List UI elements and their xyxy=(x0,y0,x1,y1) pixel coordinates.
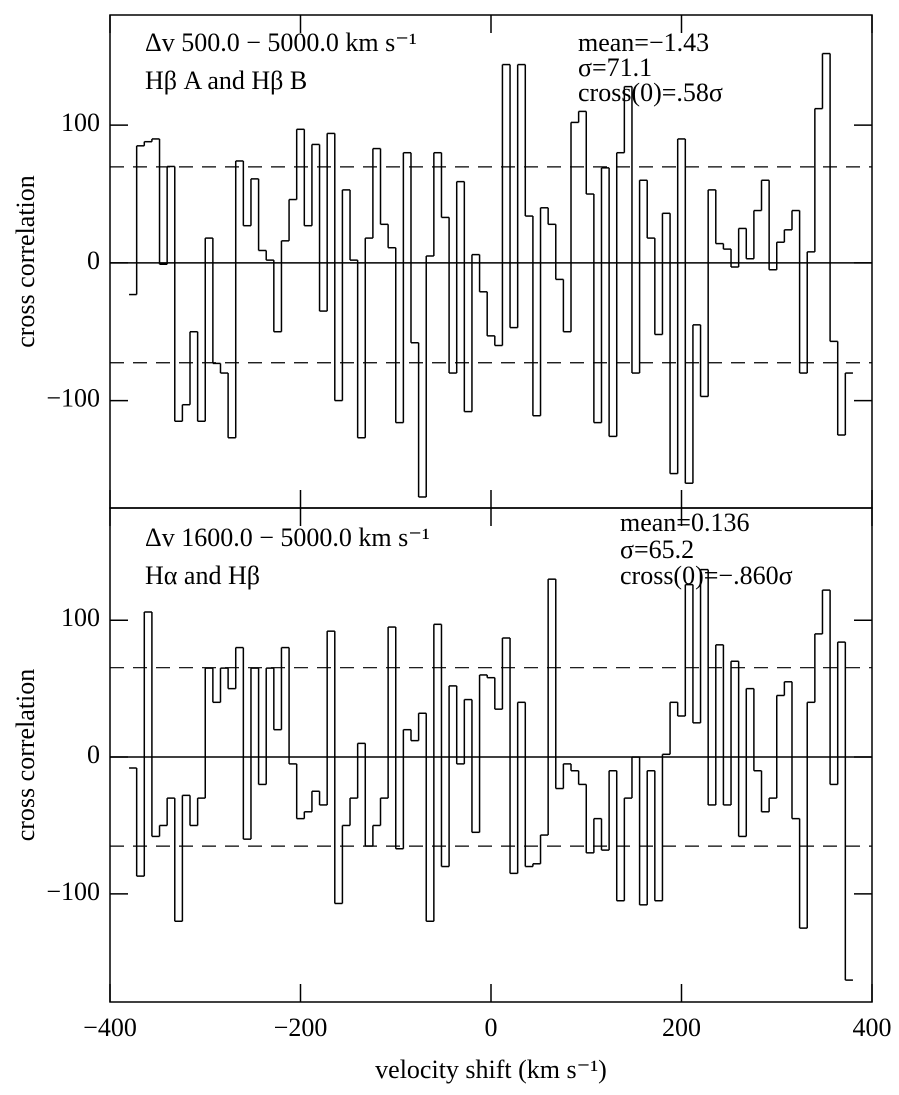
annotation: σ=65.2 xyxy=(620,535,694,564)
y-axis-label: cross correlation xyxy=(11,669,40,842)
annotation: Hα and Hβ xyxy=(145,561,260,590)
y-tick-label: 0 xyxy=(87,246,100,275)
x-axis-label: velocity shift (km s⁻¹) xyxy=(375,1055,607,1084)
x-tick-label: 400 xyxy=(853,1013,892,1042)
annotation: mean=0.136 xyxy=(620,508,749,537)
y-axis-label: cross correlation xyxy=(11,175,40,348)
annotation: σ=71.1 xyxy=(578,53,652,82)
x-tick-label: −400 xyxy=(83,1013,137,1042)
y-tick-label: 100 xyxy=(61,603,100,632)
x-tick-label: −200 xyxy=(274,1013,328,1042)
annotation: Δv 500.0 − 5000.0 km s⁻¹ xyxy=(145,28,417,57)
annotation: cross(0)=−.860σ xyxy=(620,561,793,590)
y-tick-label: 0 xyxy=(87,740,100,769)
annotation: Δv 1600.0 − 5000.0 km s⁻¹ xyxy=(145,523,430,552)
annotation: Hβ A and Hβ B xyxy=(145,66,307,95)
y-tick-label: −100 xyxy=(46,384,100,413)
x-tick-label: 0 xyxy=(485,1013,498,1042)
y-tick-label: 100 xyxy=(61,108,100,137)
annotation: cross(0)=.58σ xyxy=(578,78,723,107)
annotation: mean=−1.43 xyxy=(578,28,709,57)
y-tick-label: −100 xyxy=(46,877,100,906)
x-tick-label: 200 xyxy=(662,1013,701,1042)
